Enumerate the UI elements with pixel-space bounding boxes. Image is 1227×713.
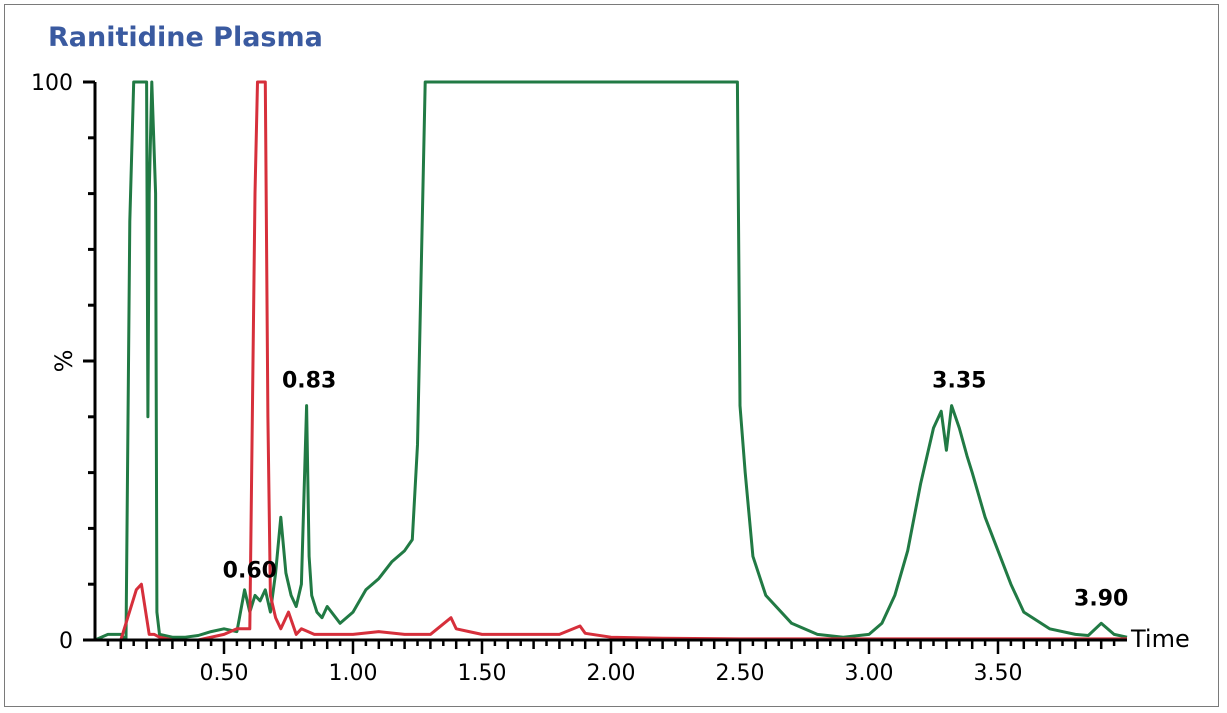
peak-label: 0.60 bbox=[223, 558, 277, 583]
peak-label: 3.35 bbox=[932, 369, 986, 394]
peak-label: 3.90 bbox=[1074, 586, 1128, 611]
chart-title: Ranitidine Plasma bbox=[48, 22, 323, 53]
x-tick-label: 1.50 bbox=[458, 661, 507, 686]
y-tick-label: 100 bbox=[31, 71, 73, 96]
series-line-1 bbox=[95, 80, 1127, 642]
x-tick-label: 3.50 bbox=[974, 661, 1023, 686]
y-axis-label: % bbox=[50, 350, 78, 373]
x-tick-label: 0.50 bbox=[200, 661, 249, 686]
axes-layer bbox=[83, 80, 1127, 654]
series-layer bbox=[94, 80, 1128, 642]
series-line-0 bbox=[94, 80, 1128, 642]
x-tick-label: 1.00 bbox=[329, 661, 378, 686]
x-tick-label: 3.00 bbox=[845, 661, 894, 686]
x-tick-label: 2.50 bbox=[716, 661, 765, 686]
y-tick-label: 0 bbox=[59, 629, 73, 654]
peak-label: 0.83 bbox=[282, 369, 336, 394]
chart-frame bbox=[4, 4, 1219, 707]
x-tick-label: 2.00 bbox=[587, 661, 636, 686]
labels-layer: 0 100 0.50 1.00 1.50 2.00 2.50 3.00 3.50% Time 0.6… bbox=[31, 71, 1190, 686]
x-axis-label: Time bbox=[1130, 625, 1190, 653]
